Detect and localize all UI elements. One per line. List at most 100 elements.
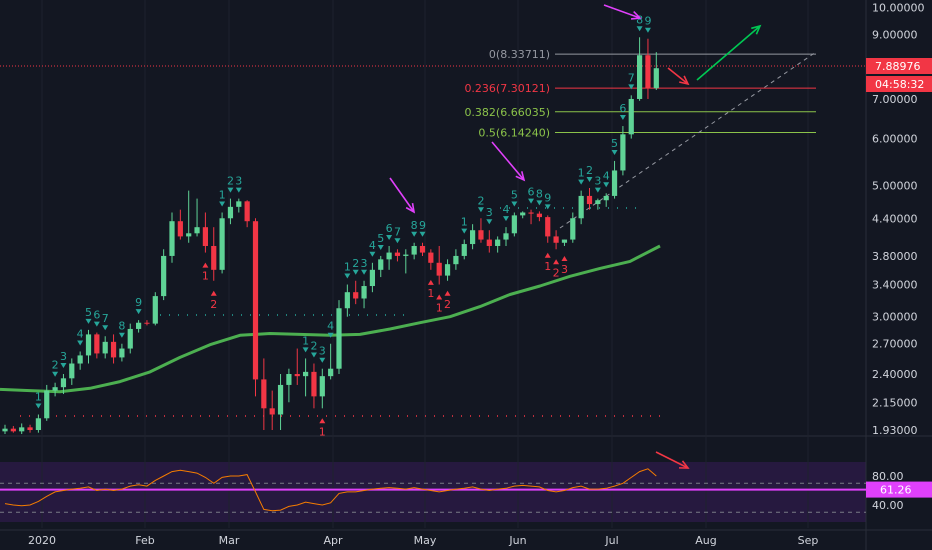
candle-body — [69, 363, 75, 379]
td-count-up: 3 — [594, 175, 601, 188]
td-count-up: 6 — [386, 222, 393, 235]
candle-body — [411, 245, 417, 255]
td-triangle-down — [102, 325, 109, 331]
td-triangle-down — [310, 352, 317, 358]
candle-body — [553, 236, 559, 243]
annotation-arrow-magenta-head — [515, 171, 526, 182]
candle-body — [369, 269, 375, 287]
candle-body — [586, 195, 593, 205]
candle-body — [136, 322, 142, 329]
td-triangle-down — [352, 269, 359, 275]
candle-body — [127, 328, 133, 349]
candle-body — [102, 341, 108, 354]
td-count-up: 9 — [419, 219, 426, 232]
td-count-up: 5 — [511, 188, 518, 201]
candle-body — [236, 201, 242, 207]
candle-body — [478, 230, 484, 240]
td-triangle-down — [411, 231, 418, 237]
candle-body — [353, 292, 359, 299]
candle-body — [269, 408, 275, 415]
time-axis-tick: 2020 — [28, 534, 56, 547]
td-triangle-down — [369, 251, 376, 257]
candle-body — [252, 221, 259, 380]
candle-body — [244, 201, 250, 222]
price-axis-tick: 3.00000 — [872, 311, 918, 324]
price-axis-tick: 3.80000 — [872, 250, 918, 263]
td-triangle-down — [344, 273, 351, 279]
candle-body — [628, 98, 634, 135]
td-count-up: 9 — [644, 15, 651, 28]
td-count-up: 2 — [227, 175, 234, 188]
candle-body — [227, 206, 234, 219]
td-triangle-down — [377, 244, 384, 250]
td-triangle-down — [644, 27, 651, 33]
td-count-up: 2 — [586, 164, 593, 177]
td-count-up: 8 — [536, 187, 543, 200]
candle-body — [570, 218, 576, 240]
candle-body — [19, 427, 25, 432]
td-triangle-down — [636, 26, 643, 32]
td-triangle-down — [93, 321, 100, 327]
td-count-up: 8 — [411, 219, 418, 232]
td-triangle-down — [135, 309, 142, 315]
rsi-annotation-arrow-head — [678, 460, 690, 469]
candle-body — [60, 378, 67, 388]
td-count-up: 1 — [219, 188, 226, 201]
time-axis-tick: Aug — [695, 534, 716, 547]
rsi-current-badge — [866, 481, 932, 498]
td-triangle-down — [219, 201, 226, 207]
td-count-up: 7 — [628, 71, 635, 84]
td-triangle-down — [85, 318, 92, 324]
td-count-down: 2 — [444, 298, 451, 311]
candle-body — [486, 239, 492, 246]
td-count-up: 4 — [503, 203, 510, 216]
price-axis-tick: 4.40000 — [872, 212, 918, 225]
td-triangle-down — [419, 231, 426, 237]
td-count-up: 6 — [528, 186, 535, 199]
td-triangle-down — [302, 347, 309, 353]
td-count-up: 1 — [578, 167, 585, 180]
candle-body — [202, 227, 208, 246]
td-triangle-down — [578, 179, 585, 185]
td-triangle-up — [210, 290, 217, 296]
td-triangle-down — [628, 84, 635, 90]
candle-body — [277, 384, 284, 415]
candle-body — [319, 376, 325, 397]
candle-body — [186, 233, 192, 237]
candle-body — [603, 195, 609, 201]
candle-body — [152, 296, 158, 324]
td-triangle-down — [528, 198, 535, 204]
td-triangle-up — [553, 259, 560, 265]
candle-body — [336, 308, 342, 369]
td-count-up: 7 — [394, 225, 401, 238]
td-triangle-down — [327, 332, 334, 338]
fib-label: 0.236(7.30121) — [464, 82, 550, 95]
candle-body — [44, 390, 50, 419]
fib-trendline — [559, 51, 817, 229]
annotation-arrow-magenta-head — [405, 202, 416, 214]
price-axis-tick: 2.15000 — [872, 396, 918, 409]
td-triangle-down — [544, 204, 551, 210]
candle-body — [94, 334, 100, 354]
candle-body — [27, 427, 33, 430]
td-triangle-down — [319, 357, 326, 363]
annotation-arrow-green — [696, 25, 761, 81]
rsi-axis-tick: 80.00 — [872, 470, 904, 483]
td-count-up: 8 — [636, 13, 643, 26]
candle-body — [520, 212, 526, 216]
td-triangle-down — [536, 200, 543, 206]
td-count-up: 3 — [60, 350, 67, 363]
td-count-up: 4 — [369, 239, 376, 252]
price-axis-tick: 10.00000 — [872, 1, 925, 14]
candle-body — [303, 371, 309, 377]
price-axis-tick: 2.40000 — [872, 368, 918, 381]
annotation-arrow-red — [667, 67, 689, 85]
td-triangle-down — [60, 363, 67, 369]
last-price-badge — [866, 58, 932, 74]
candle-body — [394, 252, 401, 256]
candle-body — [211, 245, 217, 270]
td-triangle-down — [235, 187, 242, 193]
candle-body — [528, 212, 534, 214]
candle-body — [361, 286, 367, 299]
